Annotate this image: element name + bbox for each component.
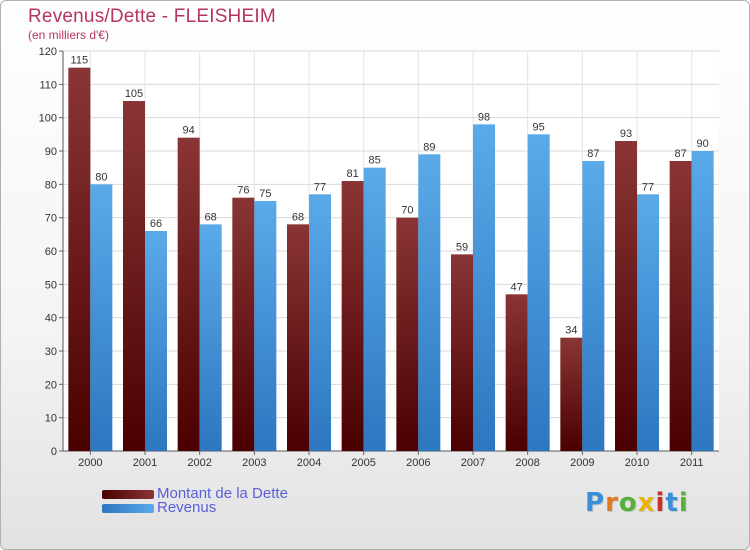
bar-dette [451,254,473,451]
labels-layer: 0 10 20 30 40 50 60 70 80 90 100 110 120 2000 115 80 200… [39,46,709,469]
x-tick-label: 2004 [297,457,321,469]
bar-dette [396,217,419,451]
legend-swatch-dette [102,490,154,499]
bar-dette [560,337,583,451]
y-tick-label: 0 [51,446,57,458]
bar-revenus [254,201,277,451]
data-label: 47 [511,281,523,293]
y-tick-label: 90 [45,146,57,158]
x-tick-label: 2003 [242,457,266,469]
bar-dette [177,137,200,451]
bar-revenus [199,224,222,451]
data-label: 87 [675,148,687,160]
x-tick-label: 2006 [406,457,430,469]
bar-dette [123,101,145,451]
data-label: 80 [95,171,107,183]
bar-dette [232,197,255,451]
y-tick-label: 30 [45,346,57,358]
data-label: 59 [456,241,468,253]
legend-swatch-revenus [102,504,154,513]
data-label: 93 [620,128,632,140]
proxiti-logo: Proxiti [585,488,689,518]
x-tick-label: 2011 [680,457,704,469]
y-tick-label: 20 [45,379,57,391]
chart-subtitle: (en milliers d'€) [28,28,109,42]
bar-revenus [691,151,714,451]
bar-revenus [363,167,386,451]
data-label: 70 [401,205,413,217]
data-label: 76 [237,185,249,197]
x-tick-label: 2001 [133,457,157,469]
data-label: 98 [478,111,490,123]
data-label: 66 [150,218,162,230]
bar-revenus [418,154,441,452]
legend-label-dette: Montant de la Dette [157,485,288,502]
grid-layer [59,50,719,455]
data-label: 105 [125,88,143,100]
x-tick-label: 2002 [187,457,211,469]
bar-dette [669,161,692,451]
data-label: 68 [292,211,304,223]
x-tick-label: 2008 [515,457,539,469]
bar-dette [615,141,637,451]
legend-label-revenus: Revenus [157,499,217,516]
data-label: 87 [587,148,599,160]
bar-dette [287,224,309,451]
data-label: 94 [183,125,195,137]
y-tick-label: 80 [45,179,57,191]
bar-revenus [145,231,167,451]
data-label: 75 [259,188,271,200]
data-label: 77 [642,181,654,193]
data-label: 115 [71,55,89,67]
x-tick-label: 2000 [78,457,102,469]
chart-title: Revenus/Dette - FLEISHEIM [28,6,276,27]
y-tick-label: 120 [39,46,57,58]
x-tick-label: 2010 [625,457,649,469]
data-label: 81 [347,168,359,180]
bar-dette [68,67,91,452]
x-tick-label: 2009 [570,457,594,469]
bar-revenus [637,194,659,452]
bar-revenus [90,184,113,452]
data-label: 77 [314,181,326,193]
bar-revenus [582,161,605,451]
y-tick-label: 50 [45,279,57,291]
y-tick-label: 60 [45,246,57,258]
y-tick-label: 100 [39,113,57,125]
y-tick-label: 110 [39,79,57,91]
data-label: 95 [533,121,545,133]
data-label: 85 [369,155,381,167]
bar-dette [505,294,528,451]
bar-revenus [309,194,331,452]
bars-layer [68,67,714,452]
data-label: 34 [565,325,577,337]
bar-dette [341,181,364,451]
bar-revenus [473,124,495,451]
x-tick-label: 2007 [461,457,485,469]
x-tick-label: 2005 [351,457,375,469]
bar-revenus [527,134,550,452]
data-label: 89 [423,141,435,153]
y-tick-label: 40 [45,313,57,325]
data-label: 68 [205,211,217,223]
y-tick-label: 10 [45,413,57,425]
data-label: 90 [697,138,709,150]
y-tick-label: 70 [45,213,57,225]
